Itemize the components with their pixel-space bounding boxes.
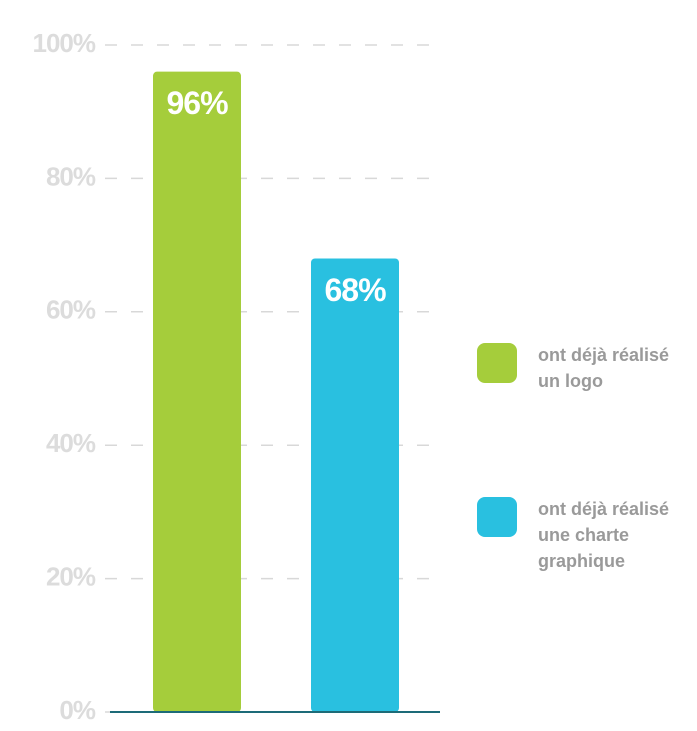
bar (311, 258, 399, 712)
legend-swatch (477, 343, 517, 383)
bar (153, 71, 241, 713)
legend-swatch (477, 497, 517, 537)
value-label: 68% (324, 272, 386, 308)
legend-label: ont déjà réalisé un logo (538, 345, 670, 391)
y-tick-label: 40% (46, 428, 96, 458)
value-label: 96% (166, 85, 228, 121)
legend-label: ont déjà réalisé une charte graphique (538, 499, 670, 571)
y-tick-label: 0% (59, 695, 95, 725)
y-tick-label: 60% (46, 295, 96, 325)
y-tick-label: 100% (33, 28, 96, 58)
y-tick-label: 20% (46, 561, 96, 591)
y-tick-label: 80% (46, 161, 96, 191)
